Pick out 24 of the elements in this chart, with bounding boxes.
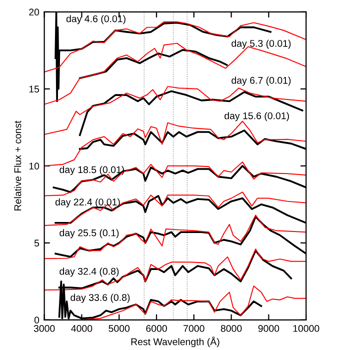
annotation: day 33.6 (0.8) [70,294,130,303]
annotation: day 32.4 (0.8) [60,268,119,277]
x-tick-label: 6000 [146,325,167,332]
x-axis-title: Rest Wavelength (Å) [131,336,220,348]
x-tick-label: 4000 [71,325,92,332]
x-tick-label: 7000 [184,325,204,332]
annotation: day 5.3 (0.01) [232,40,291,49]
x-tick-label: 3000 [34,325,55,332]
annotation: day 4.6 (0.01) [66,15,126,24]
y-tick-label: 10 [29,162,40,170]
x-tick-label: 8000 [220,325,242,332]
x-tick-label: 9000 [258,325,280,332]
y-tick-label: 5 [34,240,40,247]
y-axis-title: Relative Flux + const [14,120,22,210]
annotation: day 15.6 (0.01) [224,112,289,122]
x-tick-label: 10000 [293,325,320,332]
x-tick-label: 5000 [108,325,130,332]
annotation: day 22.4 (0.01) [55,198,120,208]
y-tick-label: 20 [29,8,40,16]
y-tick-label: 15 [29,86,40,93]
y-tick-label: 0 [34,316,40,324]
annotation: day 18.5 (0.01) [60,166,124,176]
annotation: day 25.5 (0.1) [60,229,119,238]
annotation: day 6.7 (0.01) [232,76,291,86]
